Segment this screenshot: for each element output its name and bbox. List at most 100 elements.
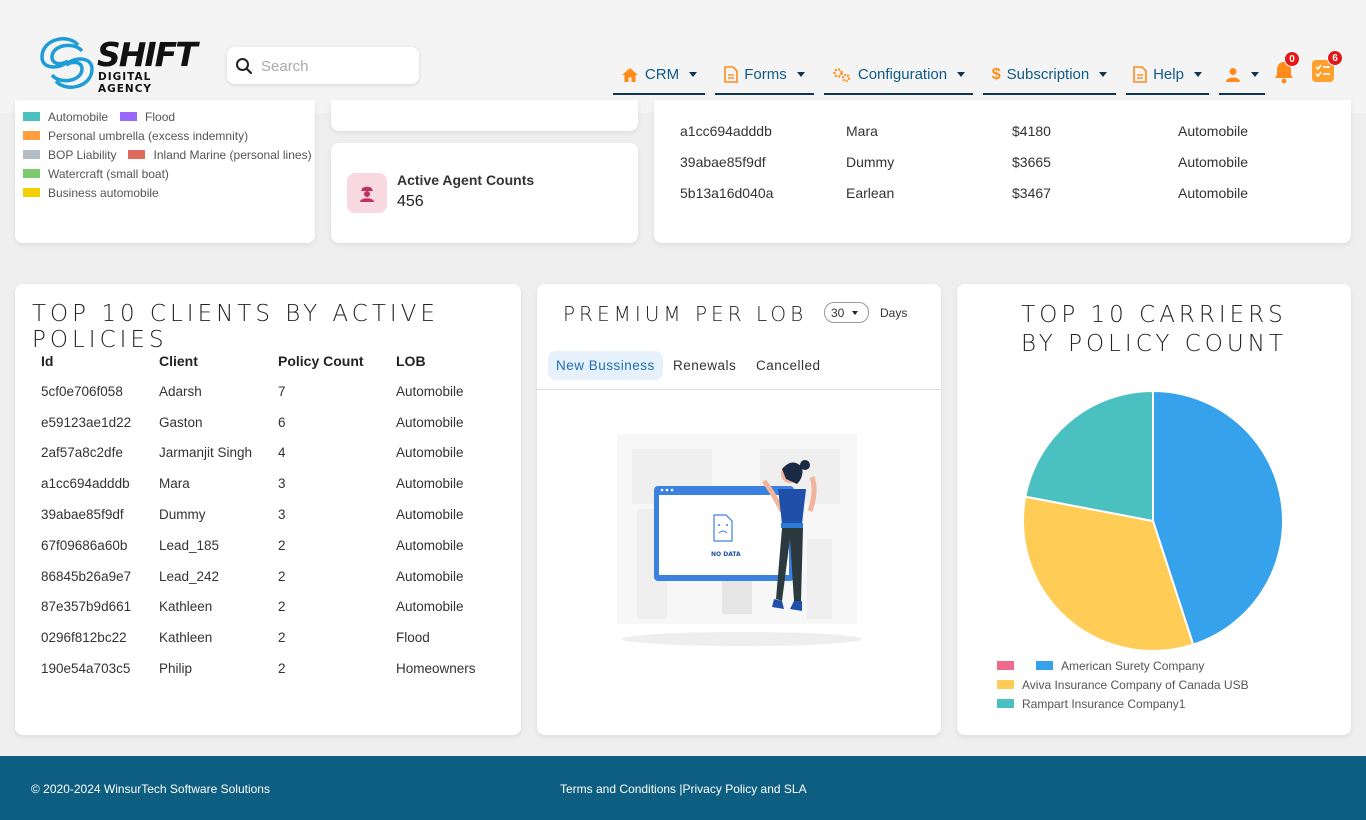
tab-new-business[interactable]: New Bussiness xyxy=(548,351,663,380)
table-row[interactable]: 2af57a8c2dfe Jarmanjit Singh 4 Automobile xyxy=(41,438,511,469)
user-icon xyxy=(1225,67,1241,83)
client-id-link[interactable]: 190e54a703c5 xyxy=(41,661,131,677)
table-row[interactable]: 39abae85f9df Dummy $3665 Automobile xyxy=(680,146,1320,177)
table-row[interactable]: a1cc694adddb Mara 3 Automobile xyxy=(41,468,511,499)
home-icon xyxy=(621,67,639,83)
document-icon xyxy=(1133,66,1147,83)
no-data-text: NO DATA xyxy=(711,551,741,558)
legend-item[interactable]: Automobile Flood xyxy=(23,107,312,126)
client-id-link[interactable]: 2af57a8c2dfe xyxy=(41,445,123,461)
brand-logo[interactable]: SHIFT DIGITAL AGENCY xyxy=(38,35,208,95)
column-header-id[interactable]: Id xyxy=(41,352,54,369)
top-header: SHIFT DIGITAL AGENCY CRM Forms Configura… xyxy=(0,0,1366,113)
agent-counts-value: 456 xyxy=(397,193,424,210)
policy-id-link[interactable]: a1cc694adddb xyxy=(680,122,772,139)
client-id-link[interactable]: 5cf0e706f058 xyxy=(41,383,123,399)
lob-cell: Automobile xyxy=(1178,153,1249,170)
legend-label: Personal umbrella (excess indemnity) xyxy=(48,128,249,143)
carriers-pie-chart xyxy=(1022,389,1284,652)
top-carriers-card: TOP 10 CARRIERS BY POLICY COUNT American… xyxy=(957,284,1351,735)
column-header-lob[interactable]: LOB xyxy=(396,352,426,369)
nav-configuration-label: Configuration xyxy=(857,66,948,83)
legend-item[interactable]: BOP Liability Inland Marine (personal li… xyxy=(23,145,312,164)
legend-swatch xyxy=(23,188,40,197)
policy-count-cell: 7 xyxy=(278,383,286,399)
table-row[interactable]: 5b13a16d040a Earlean $3467 Automobile xyxy=(680,177,1320,208)
days-select[interactable]: 30 xyxy=(824,302,869,323)
client-id-link[interactable]: 86845b26a9e7 xyxy=(41,568,132,584)
table-row[interactable]: 67f09686a60b Lead_185 2 Automobile xyxy=(41,530,511,561)
top-clients-title: TOP 10 CLIENTS BY ACTIVE POLICIES xyxy=(32,301,439,353)
premium-amount-cell: $3665 xyxy=(1012,153,1051,170)
pie-slice-rampart-insurance-company1[interactable] xyxy=(1024,389,1154,523)
tab-cancelled[interactable]: Cancelled xyxy=(756,358,821,373)
client-id-link[interactable]: a1cc694adddb xyxy=(41,476,130,492)
active-agent-counts-card: Active Agent Counts 456 xyxy=(331,143,638,243)
lob-cell: Automobile xyxy=(396,568,464,584)
table-row[interactable]: 87e357b9d661 Kathleen 2 Automobile xyxy=(41,592,511,623)
client-id-link[interactable]: 0296f812bc22 xyxy=(41,630,127,646)
lob-cell: Automobile xyxy=(396,383,464,399)
tasks-badge: 6 xyxy=(1327,50,1343,66)
search-icon xyxy=(236,58,253,75)
table-row[interactable]: e59123ae1d22 Gaston 6 Automobile xyxy=(41,407,511,438)
legend-label: Rampart Insurance Company1 xyxy=(1022,696,1186,711)
privacy-link[interactable]: Privacy Policy and SLA xyxy=(682,782,807,796)
table-row[interactable]: 39abae85f9df Dummy 3 Automobile xyxy=(41,499,511,530)
legend-item[interactable]: Business automobile xyxy=(23,183,312,202)
client-id-link[interactable]: 39abae85f9df xyxy=(41,507,124,523)
nav-help[interactable]: Help xyxy=(1126,56,1209,95)
client-name-cell: Kathleen xyxy=(159,630,213,646)
agent-icon xyxy=(347,173,387,213)
table-row[interactable]: 0296f812bc22 Kathleen 2 Flood xyxy=(41,622,511,653)
policy-count-cell: 3 xyxy=(278,507,286,523)
table-row[interactable]: 190e54a703c5 Philip 2 Homeowners xyxy=(41,653,511,684)
nav-subscription[interactable]: $ Subscription xyxy=(983,56,1116,95)
terms-link[interactable]: Terms and Conditions | xyxy=(560,782,683,796)
nav-configuration[interactable]: Configuration xyxy=(824,56,973,95)
chevron-down-icon xyxy=(689,72,698,77)
document-icon xyxy=(724,66,739,83)
client-name-cell: Philip xyxy=(159,661,193,677)
legend-item[interactable]: American Surety Company xyxy=(997,656,1249,675)
pie-slice-aviva-insurance-company-of-canada-usb[interactable] xyxy=(1022,495,1195,652)
notifications-button[interactable]: 0 xyxy=(1272,51,1300,89)
tasks-button[interactable]: 6 xyxy=(1312,50,1343,87)
days-label: Days xyxy=(880,306,908,320)
policy-id-link[interactable]: 39abae85f9df xyxy=(680,153,766,170)
client-id-link[interactable]: e59123ae1d22 xyxy=(41,414,132,430)
premium-tabs: New Bussiness Renewals Cancelled xyxy=(537,350,941,390)
pie-slice-american-surety-company[interactable] xyxy=(1152,389,1284,646)
column-header-client[interactable]: Client xyxy=(159,352,198,369)
no-data-illustration: NO DATA xyxy=(617,434,862,646)
search-box[interactable] xyxy=(227,47,419,84)
top-clients-table: Id Client Policy Count LOB 5cf0e706f058 A… xyxy=(41,345,511,684)
policy-id-link[interactable]: 5b13a16d040a xyxy=(680,184,774,201)
table-row[interactable]: 5cf0e706f058 Adarsh 7 Automobile xyxy=(41,376,511,407)
top-policies-table: a1cc694adddb Mara $4180 Automobile 39abae85f… xyxy=(680,115,1320,208)
lob-cell: Automobile xyxy=(396,599,464,615)
legend-item[interactable]: Aviva Insurance Company of Canada USB xyxy=(997,675,1249,694)
tab-renewals[interactable]: Renewals xyxy=(673,358,737,373)
brand-name: SHIFT xyxy=(97,35,198,74)
user-menu[interactable] xyxy=(1219,56,1265,95)
legend-label: Flood xyxy=(145,109,176,124)
legend-swatch xyxy=(997,699,1014,708)
legend-swatch xyxy=(23,169,40,178)
nav-crm[interactable]: CRM xyxy=(613,56,705,95)
client-id-link[interactable]: 87e357b9d661 xyxy=(41,599,132,615)
legend-label: Automobile xyxy=(48,109,109,124)
legend-label: Inland Marine (personal lines) xyxy=(153,147,312,162)
legend-item[interactable]: Personal umbrella (excess indemnity) xyxy=(23,126,312,145)
client-id-link[interactable]: 67f09686a60b xyxy=(41,537,128,553)
chevron-down-icon xyxy=(1193,72,1202,77)
legend-item[interactable]: Watercraft (small boat) xyxy=(23,164,312,183)
legend-item[interactable]: Rampart Insurance Company1 xyxy=(997,694,1249,713)
search-input[interactable] xyxy=(261,55,411,77)
table-row[interactable]: 86845b26a9e7 Lead_242 2 Automobile xyxy=(41,561,511,592)
policy-count-cell: 2 xyxy=(278,537,286,553)
column-header-policy-count[interactable]: Policy Count xyxy=(278,352,364,369)
nav-forms[interactable]: Forms xyxy=(715,56,814,95)
premium-title: PREMIUM PER LOB xyxy=(563,302,808,326)
table-row[interactable]: a1cc694adddb Mara $4180 Automobile xyxy=(680,115,1320,146)
